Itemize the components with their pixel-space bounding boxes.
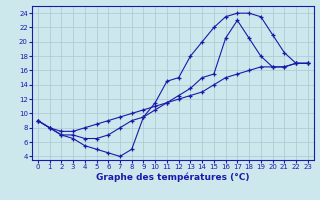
X-axis label: Graphe des températures (°C): Graphe des températures (°C) — [96, 173, 250, 182]
